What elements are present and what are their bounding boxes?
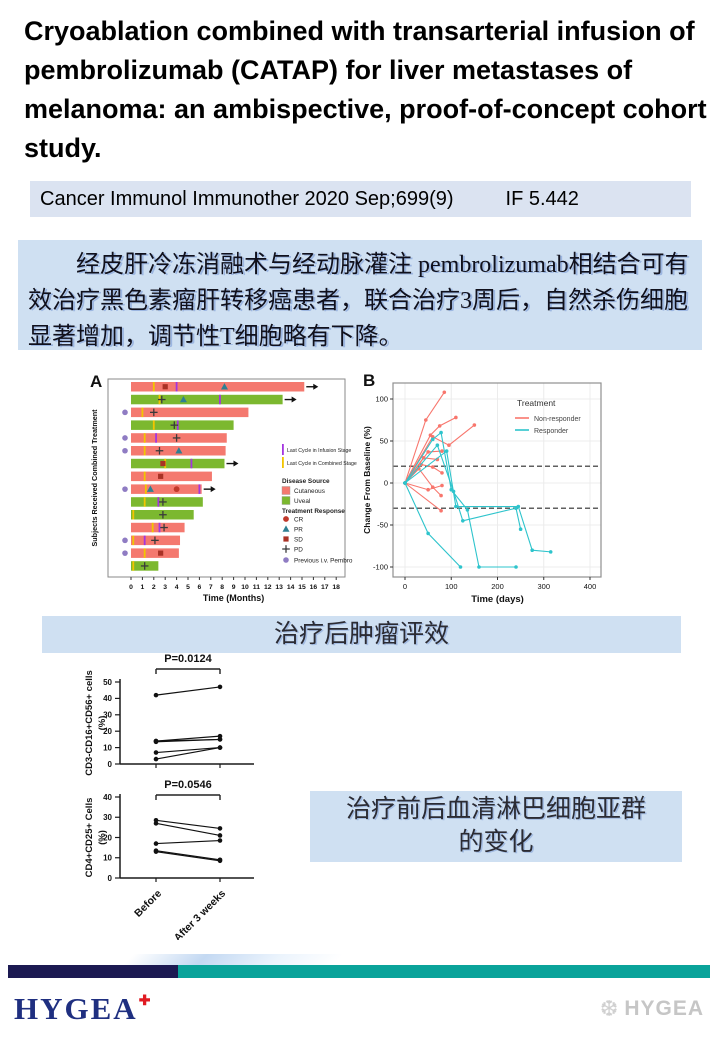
caption-lymphocyte-line2: 的变化 [458,829,534,856]
svg-text:15: 15 [298,584,306,591]
caption-lymphocyte-subsets: 治疗前后血清淋巴细胞亚群 的变化 [310,791,682,862]
spaghetti-plot-svg: Treatment Non-responder Responder -100 -50 0 5… [362,371,602,605]
svg-text:Last Cycle in Infusion Stage: Last Cycle in Infusion Stage [287,448,351,454]
svg-text:50: 50 [380,437,388,446]
svg-text:10: 10 [103,854,112,863]
page-title: Cryoablation combined with transarterial… [24,16,707,163]
svg-text:After 3 weeks: After 3 weeks [172,888,228,940]
svg-text:2: 2 [152,584,156,591]
caption-tumor-response: 治疗后肿瘤评效 [42,616,681,653]
svg-text:-50: -50 [377,521,388,530]
chart-treg-cells: P=0.0546 0 10 20 30 40 CD4+CD25+ Cells (%) Befor… [58,778,286,945]
svg-text:12: 12 [264,584,272,591]
svg-text:3: 3 [163,584,167,591]
logo-cross-icon: ✚ [138,994,151,1009]
svg-text:20: 20 [103,727,112,736]
chart-nk-cells: P=0.0124 0 10 20 30 40 50 CD3-CD16+CD56+ cells(… [58,652,286,785]
svg-text:Treatment: Treatment [517,398,556,408]
svg-text:30: 30 [103,711,112,720]
svg-text:14: 14 [287,584,295,591]
svg-text:10: 10 [241,584,249,591]
svg-text:8: 8 [220,584,224,591]
svg-text:40: 40 [103,694,112,703]
svg-text:0: 0 [403,582,407,591]
footer-bar-teal [178,965,710,978]
svg-text:B: B [363,371,375,390]
svg-text:200: 200 [491,582,504,591]
svg-text:16: 16 [310,584,318,591]
svg-text:17: 17 [321,584,329,591]
svg-text:Uveal: Uveal [294,498,310,505]
svg-text:300: 300 [537,582,550,591]
svg-text:50: 50 [103,678,112,687]
svg-text:9: 9 [232,584,236,591]
svg-text:0: 0 [108,874,113,883]
svg-text:0: 0 [108,760,113,769]
figure-b-spaghetti-plot: Treatment Non-responder Responder -100 -50 0 5… [360,368,652,619]
svg-text:Cutaneous: Cutaneous [294,488,325,495]
svg-text:30: 30 [103,813,112,822]
svg-text:13: 13 [275,584,283,591]
hygea-logo: HYGEA✚ [14,991,150,1027]
svg-text:P=0.0124: P=0.0124 [164,653,212,665]
svg-text:18: 18 [332,584,340,591]
footer-bar-navy [8,965,178,978]
svg-text:Change From Baseline (%): Change From Baseline (%) [362,426,372,534]
svg-text:6: 6 [198,584,202,591]
svg-text:400: 400 [584,582,597,591]
caption-lymphocyte-line1: 治疗前后血清淋巴细胞亚群 [345,796,646,823]
svg-text:PD: PD [294,547,303,554]
svg-text:40: 40 [103,793,112,802]
svg-text:A: A [90,372,102,391]
svg-text:7: 7 [209,584,213,591]
svg-text:Responder: Responder [534,428,569,435]
svg-text:Previous i.v. Pembro: Previous i.v. Pembro [294,558,353,565]
hygea-logo-text: HYGEA [14,991,138,1026]
citation-bar: Cancer Immunol Immunother 2020 Sep;699(9… [30,181,691,217]
svg-text:Before: Before [132,888,164,920]
svg-text:10: 10 [103,743,112,752]
svg-text:SD: SD [294,537,303,544]
svg-text:Last Cycle in Combined Stage: Last Cycle in Combined Stage [287,461,357,467]
watermark-emblem-icon: ❆ [599,996,619,1021]
svg-text:CD4+CD25+ Cells: CD4+CD25+ Cells [84,798,95,878]
svg-text:Treatment Response: Treatment Response [282,508,345,515]
hygea-watermark: ❆ HYGEA [600,997,704,1021]
svg-text:(%): (%) [97,716,108,731]
svg-text:P=0.0546: P=0.0546 [164,779,211,791]
svg-text:CR: CR [294,517,304,524]
svg-text:0: 0 [129,584,133,591]
svg-text:100: 100 [375,395,388,404]
treg-cells-paired-plot-svg: P=0.0546 0 10 20 30 40 CD4+CD25+ Cells (%) Befor… [84,779,254,944]
svg-text:0: 0 [384,479,388,488]
svg-text:Time (days): Time (days) [471,594,524,605]
svg-text:11: 11 [253,584,260,591]
svg-text:Subjects Received Combined Tre: Subjects Received Combined Treatment [90,409,99,547]
svg-text:Time (Months): Time (Months) [203,593,264,603]
figure-a-swimmer-plot: 0 1 2 3 4 5 6 7 8 9 10 11 12 13 14 15 16 17 18 Time (Months… [88,371,364,618]
svg-text:(%): (%) [97,830,108,845]
journal-citation: Cancer Immunol Immunother 2020 Sep;699(9… [40,187,454,210]
impact-factor: IF 5.442 [505,187,579,210]
nk-cells-paired-plot-svg: P=0.0124 0 10 20 30 40 50 CD3-CD16+CD56+ cells(… [84,653,254,776]
svg-text:1: 1 [141,584,145,591]
svg-text:CD3-CD16+CD56+ cells: CD3-CD16+CD56+ cells [84,670,95,776]
svg-text:100: 100 [445,582,458,591]
summary-box: 经皮肝冷冻消融术与经动脉灌注 pembrolizumab相结合可有效治疗黑色素瘤… [18,240,702,350]
watermark-text: HYGEA [624,997,704,1020]
svg-text:Disease Source: Disease Source [282,478,330,485]
svg-text:-100: -100 [373,563,388,572]
svg-text:PR: PR [294,527,303,534]
svg-text:4: 4 [175,584,179,591]
svg-text:5: 5 [186,584,190,591]
svg-text:20: 20 [103,833,112,842]
svg-text:Non-responder: Non-responder [534,416,581,423]
